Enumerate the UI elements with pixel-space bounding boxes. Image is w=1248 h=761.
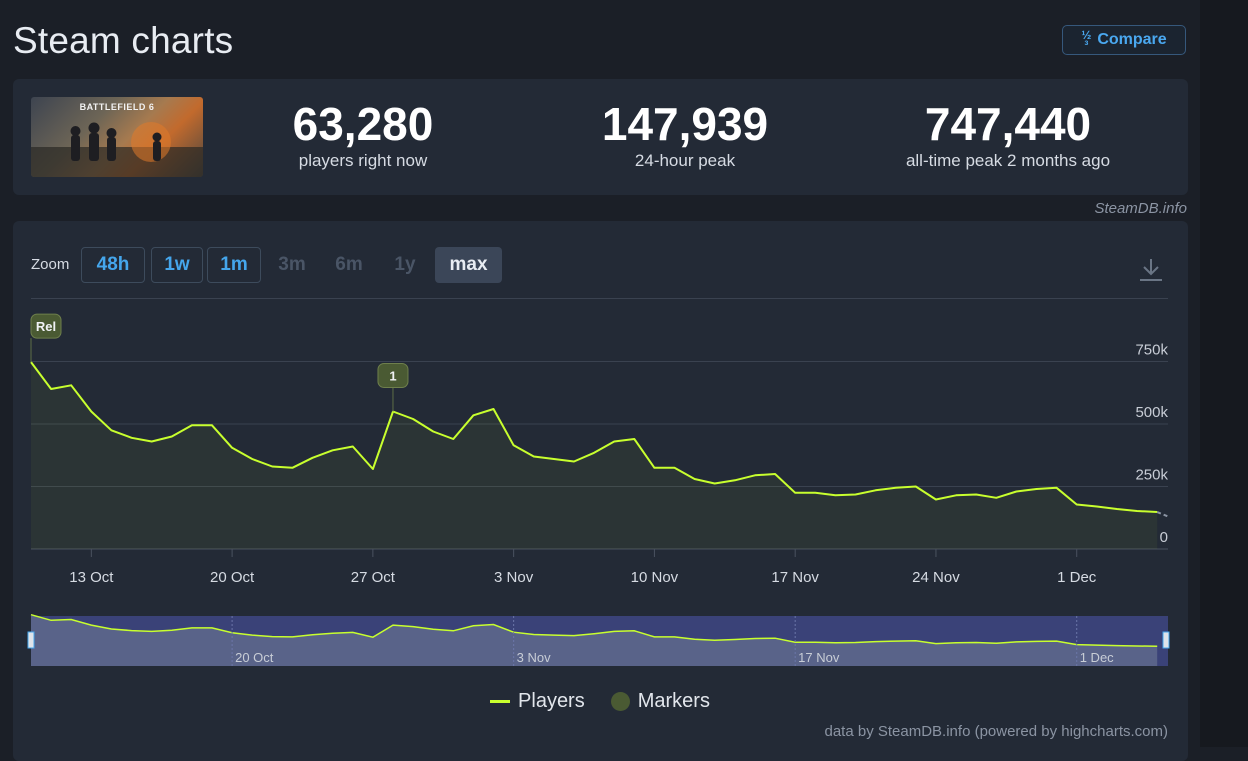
stat-24h-peak: 147,939 24-hour peak xyxy=(535,99,835,171)
legend-markers-label: Markers xyxy=(637,690,710,712)
steamdb-credit[interactable]: SteamDB.info xyxy=(1094,200,1187,217)
chart-legend: Players Markers xyxy=(0,690,1200,713)
handle-grip-icon xyxy=(1162,631,1170,649)
navigator-axis-label: 17 Nov xyxy=(798,650,840,665)
page-edge xyxy=(1200,0,1248,747)
legend-markers[interactable]: Markers xyxy=(610,690,710,713)
stat-all-time-peak: 747,440 all-time peak 2 months ago xyxy=(843,99,1173,171)
dot-swatch-icon xyxy=(610,692,630,711)
navigator-area xyxy=(31,614,1158,666)
line-swatch-icon xyxy=(490,700,511,703)
stats-panel: BATTLEFIELD 6 63,280 players right now 1… xyxy=(13,79,1188,195)
current-players-label: players right now xyxy=(298,151,428,170)
all-time-peak-label: all-time peak 2 months ago xyxy=(905,151,1111,170)
toolbar-divider xyxy=(31,298,1168,299)
navigator-chart[interactable]: 20 Oct 3 Nov 17 Nov 1 Dec xyxy=(0,0,1200,680)
page-title: Steam charts xyxy=(13,20,234,61)
compare-label: Compare xyxy=(1097,31,1167,48)
zoom-6m-button: 6m xyxy=(335,254,363,275)
thumbnail-art xyxy=(31,122,203,177)
download-button[interactable] xyxy=(1139,256,1163,284)
thumbnail-title: BATTLEFIELD 6 xyxy=(79,102,155,112)
handle-grip-icon xyxy=(27,631,35,649)
navigator-axis-label: 3 Nov xyxy=(517,650,551,665)
zoom-max-button[interactable]: max xyxy=(435,247,502,283)
navigator-axis-label: 1 Dec xyxy=(1080,650,1114,665)
zoom-1m-button[interactable]: 1m xyxy=(207,247,261,283)
navigator-series-line xyxy=(30,613,1158,647)
zoom-label: Zoom xyxy=(31,256,70,273)
highcharts-credit[interactable]: data by SteamDB.info (powered by highcha… xyxy=(824,723,1169,740)
download-icon xyxy=(1140,259,1162,281)
peak-24h-value: 147,939 xyxy=(601,98,769,150)
navigator-handle-right[interactable] xyxy=(1162,631,1170,649)
game-thumbnail[interactable]: BATTLEFIELD 6 xyxy=(31,97,203,177)
navigator-handle-left[interactable] xyxy=(27,631,35,649)
legend-players[interactable]: Players xyxy=(490,690,585,713)
peak-24h-label: 24-hour peak xyxy=(634,151,736,170)
zoom-1w-button[interactable]: 1w xyxy=(151,247,203,283)
navigator-selection xyxy=(31,616,1168,666)
current-players-value: 63,280 xyxy=(292,98,434,150)
navigator-axis-label: 20 Oct xyxy=(235,650,274,665)
all-time-peak-value: 747,440 xyxy=(924,98,1092,150)
legend-players-label: Players xyxy=(518,690,585,712)
zoom-48h-button[interactable]: 48h xyxy=(81,247,145,283)
zoom-3m-button: 3m xyxy=(278,254,306,275)
stat-current-players: 63,280 players right now xyxy=(213,99,513,171)
zoom-1y-button: 1y xyxy=(394,254,416,275)
